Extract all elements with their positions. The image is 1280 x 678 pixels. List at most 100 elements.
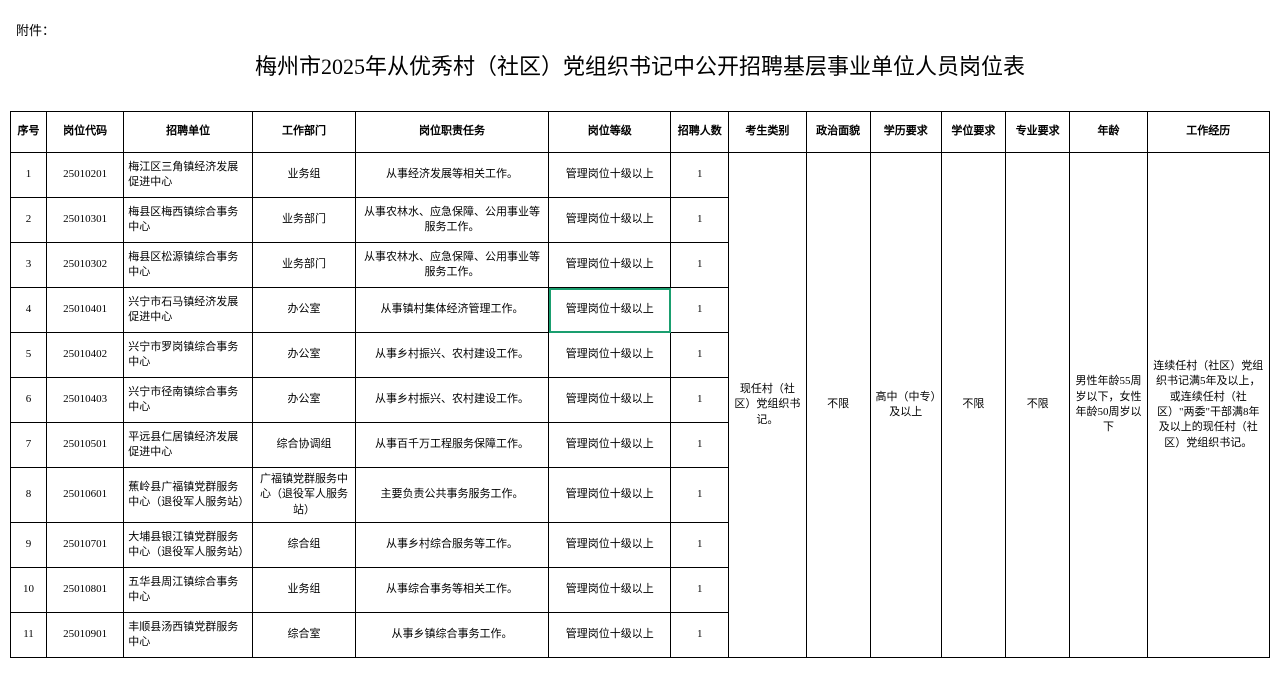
cell-dept: 业务部门 (252, 198, 355, 243)
col-level: 岗位等级 (549, 112, 671, 153)
cell-dept: 综合协调组 (252, 423, 355, 468)
cell-unit: 兴宁市石马镇经济发展促进中心 (124, 288, 253, 333)
col-count: 招聘人数 (671, 112, 729, 153)
cell-dept: 综合组 (252, 523, 355, 568)
cell-code: 25010201 (47, 153, 124, 198)
col-code: 岗位代码 (47, 112, 124, 153)
cell-duty: 从事乡镇综合事务工作。 (355, 613, 548, 658)
cell-count: 1 (671, 613, 729, 658)
cell-unit: 丰顺县汤西镇党群服务中心 (124, 613, 253, 658)
cell-unit: 五华县周江镇综合事务中心 (124, 568, 253, 613)
col-deg: 学位要求 (941, 112, 1005, 153)
cell-seq: 2 (11, 198, 47, 243)
cell-count: 1 (671, 288, 729, 333)
cell-dept: 办公室 (252, 333, 355, 378)
cell-unit: 梅县区梅西镇综合事务中心 (124, 198, 253, 243)
cell-count: 1 (671, 378, 729, 423)
cell-level: 管理岗位十级以上 (549, 523, 671, 568)
cell-seq: 4 (11, 288, 47, 333)
cell-seq: 9 (11, 523, 47, 568)
cell-seq: 3 (11, 243, 47, 288)
cell-level: 管理岗位十级以上 (549, 568, 671, 613)
cell-seq: 10 (11, 568, 47, 613)
cell-code: 25010402 (47, 333, 124, 378)
cell-duty: 从事经济发展等相关工作。 (355, 153, 548, 198)
col-seq: 序号 (11, 112, 47, 153)
cell-code: 25010302 (47, 243, 124, 288)
cell-duty: 从事镇村集体经济管理工作。 (355, 288, 548, 333)
cell-seq: 11 (11, 613, 47, 658)
cell-major: 不限 (1006, 153, 1070, 658)
cell-dept: 业务组 (252, 153, 355, 198)
cell-duty: 从事农林水、应急保障、公用事业等服务工作。 (355, 198, 548, 243)
cell-level: 管理岗位十级以上 (549, 378, 671, 423)
col-unit: 招聘单位 (124, 112, 253, 153)
cell-degree: 不限 (941, 153, 1005, 658)
cell-count: 1 (671, 153, 729, 198)
cell-seq: 8 (11, 468, 47, 523)
cell-count: 1 (671, 568, 729, 613)
cell-unit: 大埔县银江镇党群服务中心（退役军人服务站） (124, 523, 253, 568)
col-dept: 工作部门 (252, 112, 355, 153)
cell-seq: 7 (11, 423, 47, 468)
col-age: 年龄 (1070, 112, 1147, 153)
cell-seq: 1 (11, 153, 47, 198)
cell-level: 管理岗位十级以上 (549, 153, 671, 198)
cell-code: 25010401 (47, 288, 124, 333)
cell-dept: 广福镇党群服务中心（退役军人服务站） (252, 468, 355, 523)
cell-duty: 从事百千万工程服务保障工作。 (355, 423, 548, 468)
table-row: 125010201梅江区三角镇经济发展促进中心业务组从事经济发展等相关工作。管理… (11, 153, 1270, 198)
table-header-row: 序号 岗位代码 招聘单位 工作部门 岗位职责任务 岗位等级 招聘人数 考生类别 … (11, 112, 1270, 153)
col-duty: 岗位职责任务 (355, 112, 548, 153)
cell-level: 管理岗位十级以上 (549, 613, 671, 658)
cell-count: 1 (671, 198, 729, 243)
cell-duty: 从事乡村振兴、农村建设工作。 (355, 333, 548, 378)
cell-education: 高中（中专）及以上 (870, 153, 941, 658)
page-title: 梅州市2025年从优秀村（社区）党组织书记中公开招聘基层事业单位人员岗位表 (10, 49, 1270, 81)
cell-code: 25010501 (47, 423, 124, 468)
cell-count: 1 (671, 468, 729, 523)
cell-code: 25010701 (47, 523, 124, 568)
cell-level: 管理岗位十级以上 (549, 468, 671, 523)
cell-duty: 主要负责公共事务服务工作。 (355, 468, 548, 523)
cell-code: 25010403 (47, 378, 124, 423)
cell-seq: 5 (11, 333, 47, 378)
cell-duty: 从事乡村振兴、农村建设工作。 (355, 378, 548, 423)
col-major: 专业要求 (1006, 112, 1070, 153)
cell-code: 25010301 (47, 198, 124, 243)
cell-code: 25010801 (47, 568, 124, 613)
cell-count: 1 (671, 333, 729, 378)
cell-unit: 平远县仁居镇经济发展促进中心 (124, 423, 253, 468)
cell-unit: 兴宁市罗岗镇综合事务中心 (124, 333, 253, 378)
col-edu: 学历要求 (870, 112, 941, 153)
table-body: 125010201梅江区三角镇经济发展促进中心业务组从事经济发展等相关工作。管理… (11, 153, 1270, 658)
cell-level: 管理岗位十级以上 (549, 423, 671, 468)
cell-experience: 连续任村（社区）党组织书记满5年及以上，或连续任村（社区）"两委"干部满8年及以… (1147, 153, 1269, 658)
cell-dept: 办公室 (252, 288, 355, 333)
cell-dept: 综合室 (252, 613, 355, 658)
col-cat: 考生类别 (729, 112, 806, 153)
cell-count: 1 (671, 523, 729, 568)
cell-code: 25010901 (47, 613, 124, 658)
cell-duty: 从事农林水、应急保障、公用事业等服务工作。 (355, 243, 548, 288)
cell-dept: 业务组 (252, 568, 355, 613)
col-pol: 政治面貌 (806, 112, 870, 153)
cell-age: 男性年龄55周岁以下，女性年龄50周岁以下 (1070, 153, 1147, 658)
cell-level: 管理岗位十级以上 (549, 198, 671, 243)
cell-unit: 梅江区三角镇经济发展促进中心 (124, 153, 253, 198)
cell-level: 管理岗位十级以上 (549, 243, 671, 288)
cell-unit: 蕉岭县广福镇党群服务中心（退役军人服务站） (124, 468, 253, 523)
cell-duty: 从事综合事务等相关工作。 (355, 568, 548, 613)
cell-political: 不限 (806, 153, 870, 658)
cell-count: 1 (671, 423, 729, 468)
cell-level: 管理岗位十级以上 (549, 333, 671, 378)
cell-count: 1 (671, 243, 729, 288)
col-exp: 工作经历 (1147, 112, 1269, 153)
cell-dept: 业务部门 (252, 243, 355, 288)
positions-table: 序号 岗位代码 招聘单位 工作部门 岗位职责任务 岗位等级 招聘人数 考生类别 … (10, 111, 1270, 658)
cell-seq: 6 (11, 378, 47, 423)
cell-unit: 兴宁市径南镇综合事务中心 (124, 378, 253, 423)
cell-duty: 从事乡村综合服务等工作。 (355, 523, 548, 568)
cell-unit: 梅县区松源镇综合事务中心 (124, 243, 253, 288)
cell-dept: 办公室 (252, 378, 355, 423)
